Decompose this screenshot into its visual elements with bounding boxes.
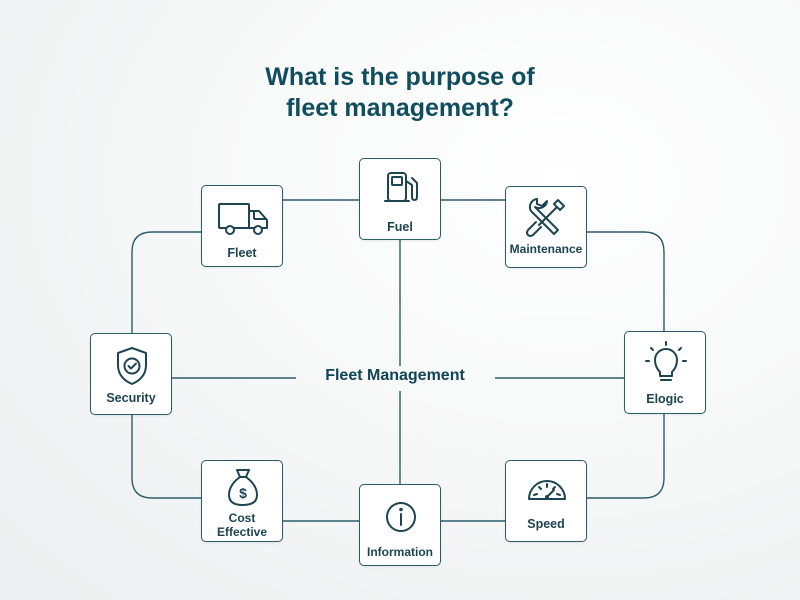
information-label: Information [367,545,433,559]
money-bag-icon: $ [228,469,258,506]
node-information: Information [359,484,441,566]
line-fleet-security [131,231,201,333]
security-label: Security [106,391,156,405]
tools-icon [526,198,565,237]
line-elogic-speed [587,414,665,499]
info-icon [386,502,416,532]
maintenance-label: Maintenance [509,242,583,256]
fuel-label: Fuel [387,220,413,234]
speedometer-icon [528,480,566,500]
center-label: Fleet Management [325,367,465,384]
node-fuel: Fuel [359,158,441,240]
fuel-pump-icon [384,172,418,202]
cost-label-line-2: Effective [216,525,268,539]
elogic-label: Elogic [646,392,684,406]
node-elogic: Elogic [624,331,706,414]
node-cost-effective: $ Cost Effective [201,460,283,542]
line-maintenance-elogic [587,231,665,331]
lightbulb-icon [645,341,687,381]
line-security-cost [131,415,201,499]
node-fleet: Fleet [201,185,283,267]
title-line-2: fleet management? [286,94,514,122]
node-maintenance: Maintenance [505,186,587,268]
fleet-label: Fleet [227,246,257,260]
svg-text:$: $ [239,485,247,501]
speed-label: Speed [527,517,565,531]
cost-label-line-1: Cost [228,511,256,525]
shield-check-icon [117,347,147,385]
node-speed: Speed [505,460,587,542]
page-title: What is the purpose of fleet management? [0,62,800,124]
truck-icon [218,203,268,235]
title-line-1: What is the purpose of [265,63,535,91]
node-security: Security [90,333,172,415]
cost-effective-label: Cost Effective [202,511,282,539]
